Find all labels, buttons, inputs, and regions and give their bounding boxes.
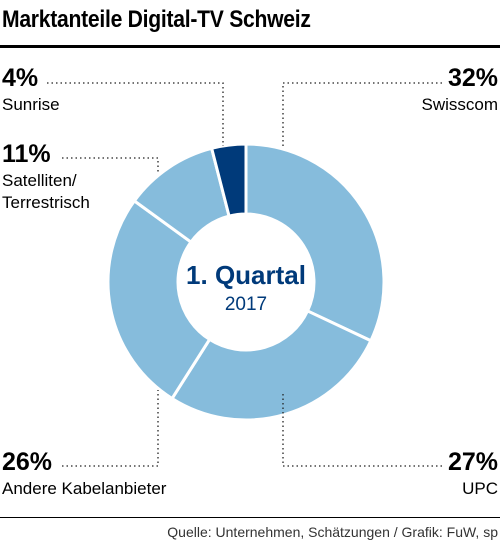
slice-label-swisscom: Swisscom <box>421 95 498 114</box>
donut-slice-upc <box>169 308 373 422</box>
value-label-swisscom: 32% <box>448 64 498 92</box>
slice-label-andere-kabelanbieter: Andere Kabelanbieter <box>2 479 167 498</box>
leader-line-sunrise <box>47 82 224 146</box>
donut-slice-swisscom <box>244 142 386 343</box>
value-label-andere-kabelanbieter: 26% <box>2 448 52 476</box>
center-sublabel: 2017 <box>225 294 267 315</box>
leader-lines <box>47 82 442 467</box>
leader-line-andere-kabelanbieter <box>62 390 159 467</box>
center-label: 1. Quartal <box>186 260 306 290</box>
leader-line-satelliten-terrestrisch <box>62 157 159 174</box>
slice-label-upc: UPC <box>462 479 498 498</box>
slice-label-sunrise: Sunrise <box>2 95 60 114</box>
chart-title: Marktanteile Digital-TV Schweiz <box>2 6 311 33</box>
leader-line-swisscom <box>282 82 442 148</box>
source-note: Quelle: Unternehmen, Schätzungen / Grafi… <box>167 524 498 540</box>
title-rule <box>0 45 500 48</box>
value-label-satelliten-terrestrisch: 11% <box>2 140 51 168</box>
slice-label-satelliten-terrestrisch-line-1: Satelliten/ <box>2 171 77 190</box>
footer-rule <box>0 517 500 518</box>
leader-line-upc <box>282 392 442 467</box>
slice-label-satelliten-terrestrisch-line-2: Terrestrisch <box>2 193 90 212</box>
value-label-sunrise: 4% <box>2 64 38 92</box>
value-label-upc: 27% <box>448 448 498 476</box>
donut-slice-andere-kabelanbieter <box>106 198 212 401</box>
